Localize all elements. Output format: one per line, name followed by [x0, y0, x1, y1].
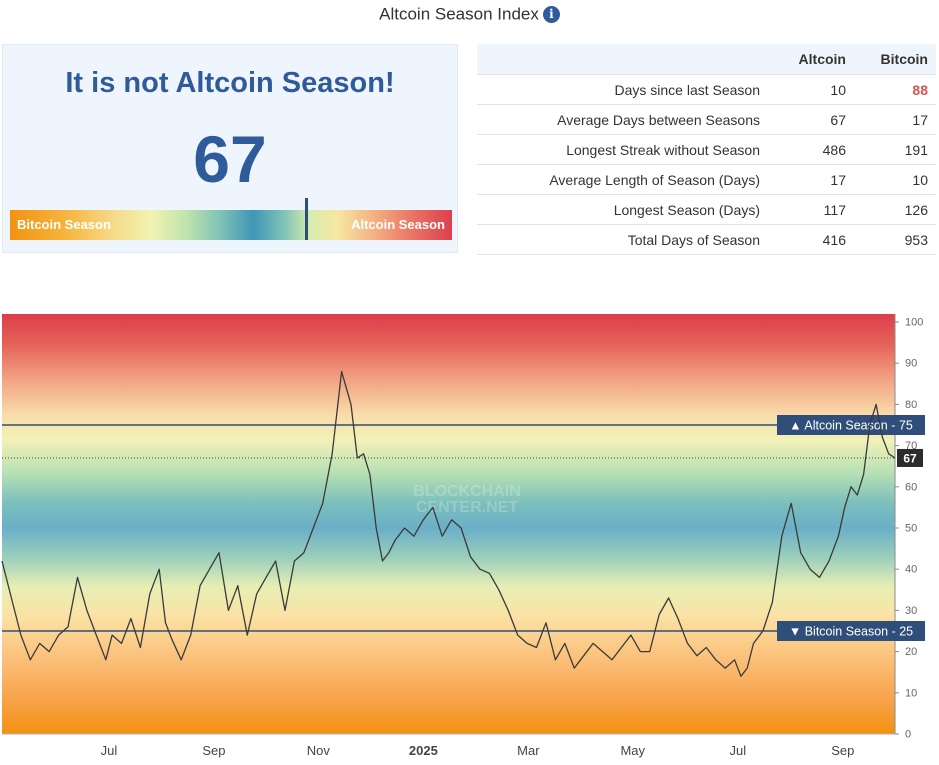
bitcoin-value: 953	[854, 224, 936, 255]
threshold-lines: ▲ Altcoin Season - 75 ▼ Bitcoin Season - …	[2, 415, 925, 641]
status-panel: It is not Altcoin Season! 67 Bitcoin Sea…	[2, 44, 458, 253]
altcoin-season-label: Altcoin Season	[351, 217, 445, 232]
bitcoin-value: 191	[854, 134, 936, 165]
stats-row: Average Length of Season (Days) 17 10	[477, 164, 936, 195]
bitcoin-season-label: Bitcoin Season	[17, 217, 111, 232]
altcoin-value: 17	[772, 164, 854, 195]
altcoin-value: 416	[772, 224, 854, 255]
x-tick-label: Mar	[517, 743, 540, 758]
current-value-badge	[897, 448, 923, 467]
status-heading: It is not Altcoin Season!	[65, 67, 395, 99]
season-stats-table: Altcoin Bitcoin Days since last Season 1…	[477, 44, 936, 255]
info-icon[interactable]: i	[542, 6, 560, 24]
x-tick-label: Sep	[831, 743, 854, 758]
index-marker	[304, 198, 308, 240]
stats-row: Total Days of Season 416 953	[477, 224, 936, 255]
y-tick-label: 10	[905, 687, 917, 699]
y-tick-label: 40	[905, 564, 917, 576]
index-value: 67	[193, 122, 267, 196]
chart-watermark: BLOCKCHAIN CENTER.NET	[413, 483, 521, 516]
y-tick-label: 90	[905, 358, 917, 370]
y-tick-label: 100	[905, 317, 923, 329]
metric-column-header	[477, 44, 772, 75]
current-value-indicator: 67	[2, 448, 923, 467]
stats-row: Longest Season (Days) 117 126	[477, 194, 936, 225]
bitcoin-value: 17	[854, 104, 936, 135]
x-tick-label: Jul	[729, 743, 746, 758]
y-tick-label: 20	[905, 646, 917, 658]
x-tick-label: Sep	[202, 743, 225, 758]
stat-label: Longest Season (Days)	[477, 194, 772, 225]
x-axis: Jul Sep Nov 2025 Mar May Jul Sep	[2, 733, 895, 758]
bitcoin-value: 88	[854, 74, 936, 105]
watermark-line-1: BLOCKCHAIN	[413, 483, 521, 500]
altcoin-value: 10	[772, 74, 854, 105]
y-tick-label: 60	[905, 481, 917, 493]
season-gradient-bar: Bitcoin Season Altcoin Season	[10, 198, 452, 240]
index-chart-svg: BLOCKCHAIN CENTER.NET 010203040506070809…	[1, 314, 925, 758]
stat-label: Longest Streak without Season	[477, 134, 772, 165]
index-series-line	[1, 370, 896, 677]
x-tick-label: Nov	[307, 743, 331, 758]
series	[1, 370, 896, 677]
altcoin-value: 67	[772, 104, 854, 135]
y-tick-label: 80	[905, 399, 917, 411]
index-chart: BLOCKCHAIN CENTER.NET 0 10 20 30 40 50 60 70 80 9…	[0, 312, 939, 765]
threshold-label: ▼ Bitcoin Season - 25	[789, 625, 913, 639]
y-tick-label: 0	[905, 729, 911, 741]
stats-header-row: Altcoin Bitcoin	[477, 44, 936, 75]
stats-row: Longest Streak without Season 486 191	[477, 134, 936, 165]
x-tick-label: Jul	[101, 743, 118, 758]
stats-row: Average Days between Seasons 67 17	[477, 104, 936, 135]
watermark-line-2: CENTER.NET	[416, 499, 518, 516]
title-text: Altcoin Season Index	[379, 4, 539, 24]
threshold-badge	[777, 621, 925, 641]
stat-label: Average Length of Season (Days)	[477, 164, 772, 195]
altcoin-column-header: Altcoin	[772, 44, 854, 75]
stat-label: Days since last Season	[477, 74, 772, 105]
y-tick-label: 50	[905, 523, 917, 535]
stats-row: Days since last Season 10 88	[477, 74, 936, 105]
altcoin-value: 117	[772, 194, 854, 225]
current-value-label: 67	[903, 451, 917, 465]
altcoin-value: 486	[772, 134, 854, 165]
threshold-label: ▲ Altcoin Season - 75	[789, 419, 913, 433]
x-tick-label: May	[620, 743, 645, 758]
y-tick-label: 30	[905, 605, 917, 617]
x-tick-label: 2025	[409, 743, 438, 758]
page-title: Altcoin Season Index i	[0, 4, 939, 25]
threshold-badge	[777, 415, 925, 435]
stat-label: Average Days between Seasons	[477, 104, 772, 135]
bitcoin-value: 10	[854, 164, 936, 195]
bitcoin-column-header: Bitcoin	[854, 44, 936, 75]
bitcoin-value: 126	[854, 194, 936, 225]
stat-label: Total Days of Season	[477, 224, 772, 255]
